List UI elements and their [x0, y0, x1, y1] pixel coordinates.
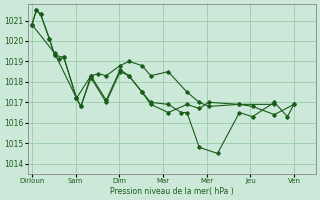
- X-axis label: Pression niveau de la mer( hPa ): Pression niveau de la mer( hPa ): [110, 187, 234, 196]
